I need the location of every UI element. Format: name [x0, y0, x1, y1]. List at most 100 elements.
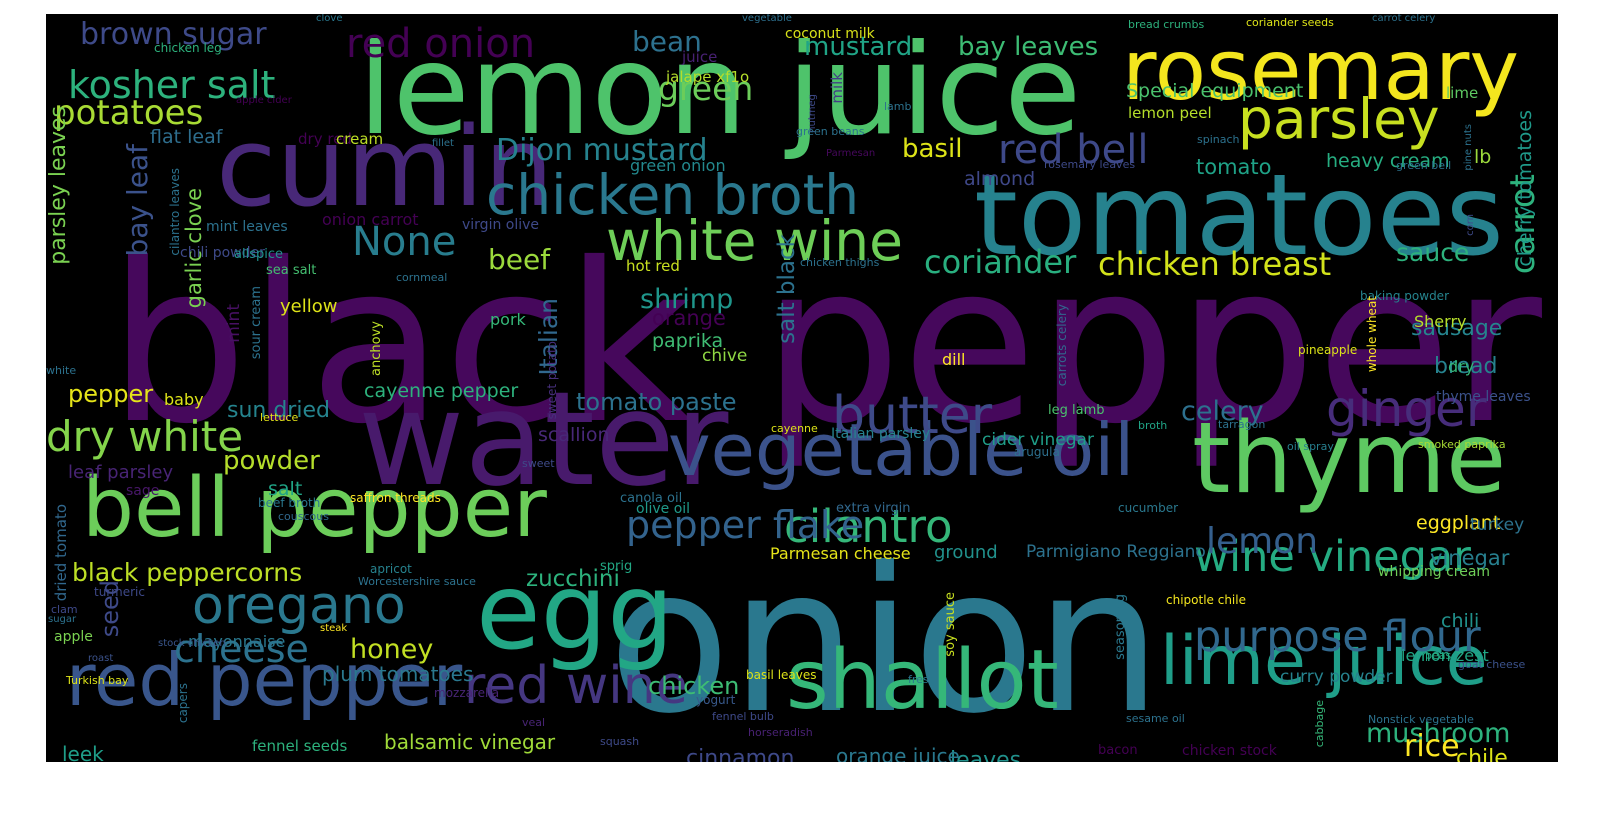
- word-cloud-word: turmeric: [94, 585, 145, 599]
- word-cloud-word: balsamic vinegar: [384, 730, 556, 754]
- word-cloud-word: fennel seeds: [252, 737, 348, 755]
- word-cloud-word: coriander seeds: [1246, 16, 1334, 29]
- word-cloud-word: leg lamb: [1048, 403, 1105, 418]
- word-cloud-word: ground: [934, 542, 998, 563]
- word-cloud-word: honey: [350, 634, 434, 665]
- word-cloud-word: turkey: [1470, 515, 1525, 535]
- word-cloud-word: butter: [832, 386, 993, 446]
- word-cloud-word: sweet: [522, 457, 555, 470]
- word-cloud-word: yellow: [280, 296, 338, 317]
- word-cloud-word: cayenne pepper: [364, 380, 519, 402]
- word-cloud-word: lemon juice: [358, 18, 1082, 163]
- word-cloud-word: horseradish: [748, 726, 813, 739]
- word-cloud-word: pepper flake: [626, 503, 865, 547]
- word-cloud-word: almond: [964, 168, 1036, 190]
- word-cloud-word: Parmesan: [826, 148, 876, 159]
- word-cloud-word: chili: [1441, 610, 1480, 632]
- word-cloud-word: kosher salt: [68, 63, 276, 107]
- word-cloud-word: vegetable: [742, 14, 792, 24]
- word-cloud-word: celery: [1181, 396, 1264, 427]
- word-cloud-word: dry: [1448, 357, 1475, 376]
- word-cloud-word: dill: [942, 350, 966, 369]
- word-cloud-word: chile: [1456, 746, 1508, 763]
- word-cloud-word: lemon peel: [1128, 104, 1212, 122]
- word-cloud-word: cider vinegar: [982, 430, 1094, 450]
- word-cloud-word: bay leaves: [958, 32, 1099, 62]
- word-cloud-word: rosemary: [1122, 21, 1520, 119]
- word-cloud-word: zucchini: [526, 566, 620, 592]
- word-cloud-word: green bell: [1396, 159, 1452, 172]
- word-cloud-word: beef: [488, 243, 551, 276]
- word-cloud-word: seasoning: [1113, 594, 1128, 660]
- word-cloud-word: eggplant: [1416, 512, 1501, 534]
- word-cloud-word: onion carrot: [322, 210, 419, 229]
- word-cloud-word: red wine: [464, 656, 688, 716]
- word-cloud-word: rice: [1404, 729, 1460, 762]
- word-cloud-word: green onion: [630, 156, 726, 175]
- word-cloud-word: black peppercorns: [72, 558, 303, 587]
- word-cloud-word: white wine: [606, 209, 903, 273]
- word-cloud-word: lemon: [1206, 521, 1319, 562]
- word-cloud-word: bay leaf: [121, 144, 154, 257]
- word-cloud-word: mushroom: [1366, 718, 1511, 749]
- word-cloud-word: Parmigiano Reggiano: [1026, 542, 1206, 562]
- word-cloud-word: red onion: [346, 21, 536, 67]
- word-cloud-word: sweet potato: [545, 341, 559, 420]
- word-cloud-word: lemon zest: [1401, 646, 1489, 665]
- word-cloud-word: Turkish bay: [66, 674, 129, 687]
- word-cloud-word: carrots celery: [1055, 304, 1069, 387]
- word-cloud-word: apricot: [370, 562, 412, 576]
- word-cloud-word: tomatoes: [974, 151, 1504, 281]
- word-cloud-word: lettuce: [260, 411, 299, 424]
- word-cloud-word: mint: [224, 304, 244, 343]
- word-cloud-word: mustard: [804, 32, 913, 62]
- word-cloud-word: baking powder: [1360, 289, 1449, 303]
- word-cloud-word: pineapple: [1298, 343, 1358, 357]
- word-cloud-word: chicken thighs: [800, 256, 880, 269]
- word-cloud-word: plum tomatoes: [322, 662, 474, 686]
- word-cloud-word: cheese: [174, 627, 309, 671]
- word-cloud-word: peas: [1425, 649, 1452, 662]
- word-cloud-word: allspice: [234, 247, 283, 262]
- word-cloud-word: purpose flour: [1194, 612, 1481, 662]
- word-cloud-word: cinnamon: [686, 746, 795, 763]
- word-cloud-word: squash: [600, 735, 640, 748]
- word-cloud-word: lime: [1446, 84, 1479, 102]
- word-cloud-word: green beans: [796, 125, 865, 138]
- word-cloud-word: fresh: [908, 673, 936, 686]
- word-cloud-word: leaf parsley: [68, 462, 174, 483]
- word-cloud-word: sugar: [48, 614, 77, 625]
- word-cloud-word: dry red: [298, 130, 352, 148]
- word-cloud-word: cherry tomatoes: [1514, 110, 1536, 267]
- word-cloud-word: thyme: [1192, 402, 1507, 516]
- word-cloud-word: sun dried: [227, 398, 330, 423]
- word-cloud-word: scallion: [538, 424, 610, 446]
- word-cloud-word: white: [46, 364, 77, 377]
- word-cloud-word: sour cream: [249, 286, 264, 360]
- word-cloud-word: pork: [490, 310, 526, 329]
- word-cloud-word: None: [352, 219, 457, 265]
- word-cloud-word: cayenne: [771, 422, 818, 435]
- word-cloud-word: jalape xf1o: [666, 68, 750, 86]
- word-cloud-word: apple cider: [236, 95, 292, 106]
- word-cloud-word: olive oil: [636, 501, 691, 517]
- word-cloud-word: Sherry: [1414, 312, 1467, 331]
- word-cloud-word: cucumber: [1118, 501, 1179, 515]
- word-cloud-word: apple: [54, 629, 93, 645]
- word-cloud-word: lime juice: [1160, 622, 1488, 701]
- word-cloud-word: bean: [632, 25, 702, 58]
- word-cloud-word: chicken leg: [154, 41, 222, 55]
- word-cloud-word: parsley: [1238, 87, 1440, 151]
- word-cloud-word: cream: [336, 130, 384, 148]
- word-cloud-word: Special equipment: [1126, 80, 1304, 102]
- word-cloud-word: clam: [51, 603, 78, 616]
- word-cloud-word: rosemary leaves: [1044, 158, 1136, 171]
- word-cloud-word: roast: [88, 653, 114, 664]
- word-cloud-word: potatoes: [54, 93, 204, 133]
- word-cloud-word: extra virgin: [836, 501, 911, 516]
- word-cloud-word: capers: [176, 683, 190, 724]
- word-cloud-word: oil spray: [1287, 440, 1334, 453]
- word-cloud-word: canola oil: [620, 491, 683, 506]
- word-cloud-word: sage: [126, 483, 160, 499]
- word-cloud-word: ginger: [1326, 380, 1487, 438]
